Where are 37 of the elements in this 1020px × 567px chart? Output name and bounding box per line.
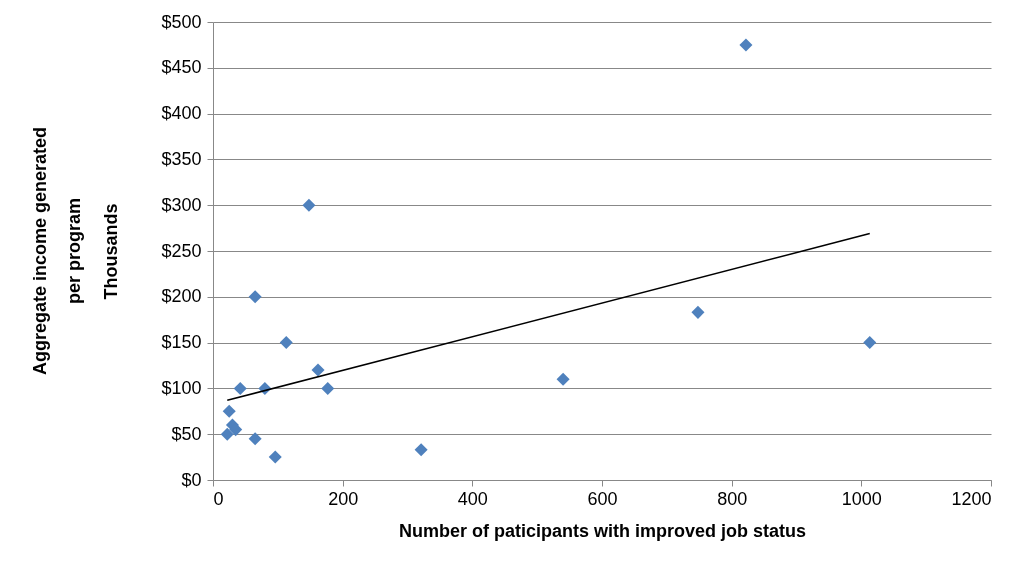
point — [229, 423, 243, 437]
y-tick-label: $300 — [161, 194, 202, 215]
y-tick-label: $400 — [161, 103, 202, 124]
point — [220, 427, 234, 441]
point — [302, 198, 316, 212]
y-tick-label: $500 — [161, 11, 202, 32]
y-axis-title: Thousands — [101, 203, 122, 300]
x-tick-label: 600 — [587, 488, 618, 509]
x-tick-label: 200 — [328, 488, 359, 509]
point — [321, 381, 335, 395]
text: Aggregate income generated per program — [30, 126, 84, 376]
point — [691, 305, 705, 319]
x-tick-label: 800 — [717, 488, 748, 509]
point — [556, 372, 570, 386]
point — [739, 38, 753, 52]
point — [248, 290, 262, 304]
y-tick-label: $0 — [181, 469, 202, 490]
point — [268, 450, 282, 464]
point — [414, 443, 428, 457]
y-tick-label: $450 — [161, 57, 202, 78]
x-tick-label: 0 — [213, 488, 224, 509]
point — [222, 404, 236, 418]
y-tick-label: $200 — [161, 286, 202, 307]
x-tick-label: 400 — [457, 488, 488, 509]
x-tick-label: 1000 — [841, 488, 882, 509]
y-tick-label: $100 — [161, 377, 202, 398]
y-tick-label: $150 — [161, 332, 202, 353]
point — [248, 432, 262, 446]
point — [311, 363, 325, 377]
y-tick-label: $250 — [161, 240, 202, 261]
y-tick-label: $350 — [161, 148, 202, 169]
y-tick-label: $50 — [171, 423, 202, 444]
x-tick-label: 1200 — [951, 488, 992, 509]
x-axis-title: Number of paticipants with improved job status — [398, 520, 807, 541]
point — [279, 336, 293, 350]
point — [233, 381, 247, 395]
point — [863, 336, 877, 350]
